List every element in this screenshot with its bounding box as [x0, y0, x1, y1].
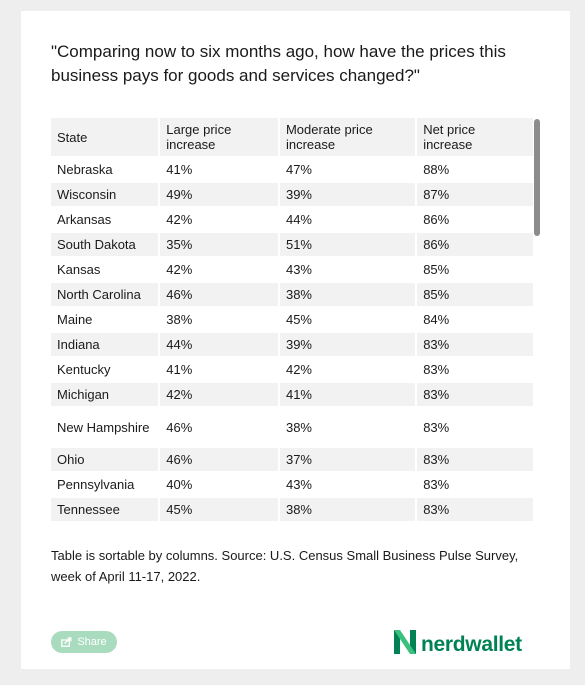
cell-state: Tennessee [51, 498, 161, 523]
cell-moderate: 38% [279, 498, 418, 523]
column-header-net-increase[interactable]: Net price increase [417, 118, 533, 158]
cell-state: Kentucky [51, 358, 161, 383]
cell-large: 49% [160, 183, 280, 208]
cell-moderate: 38% [279, 283, 418, 308]
cell-moderate: 45% [279, 308, 418, 333]
cell-large: 44% [160, 333, 280, 358]
cell-net: 85% [417, 258, 533, 283]
cell-moderate: 39% [279, 183, 418, 208]
price-change-table: State Large price increase Moderate pric… [51, 118, 533, 523]
table-row: Pennsylvania 40% 43% 83% [51, 473, 533, 498]
cell-moderate: 44% [279, 208, 418, 233]
table-row: Wisconsin 49% 39% 87% [51, 183, 533, 208]
table-scroll-area[interactable]: State Large price increase Moderate pric… [51, 118, 533, 527]
cell-moderate: 51% [279, 233, 418, 258]
nerdwallet-n-logo-icon [393, 629, 417, 660]
cell-moderate: 43% [279, 258, 418, 283]
table-row: Indiana 44% 39% 83% [51, 333, 533, 358]
cell-state: Maine [51, 308, 161, 333]
table-row: Maine 38% 45% 84% [51, 308, 533, 333]
cell-state: Wisconsin [51, 183, 161, 208]
cell-large: 46% [160, 408, 280, 448]
cell-net: 83% [417, 408, 533, 448]
cell-state: Indiana [51, 333, 161, 358]
cell-moderate: 38% [279, 408, 418, 448]
cell-net: 83% [417, 498, 533, 523]
cell-state: New Hampshire [51, 408, 161, 448]
cell-large: 38% [160, 308, 280, 333]
cell-moderate: 37% [279, 448, 418, 473]
cell-net: 85% [417, 283, 533, 308]
cell-moderate: 43% [279, 473, 418, 498]
table-row: South Dakota 35% 51% 86% [51, 233, 533, 258]
table-row: Kentucky 41% 42% 83% [51, 358, 533, 383]
cell-large: 46% [160, 448, 280, 473]
cell-state: North Carolina [51, 283, 161, 308]
nerdwallet-logo[interactable]: nerdwallet [393, 629, 522, 660]
table-row: North Carolina 46% 38% 85% [51, 283, 533, 308]
cell-state: Arkansas [51, 208, 161, 233]
cell-large: 42% [160, 208, 280, 233]
cell-large: 46% [160, 283, 280, 308]
cell-net: 83% [417, 333, 533, 358]
cell-net: 83% [417, 383, 533, 408]
cell-moderate: 47% [279, 158, 418, 183]
table-row: Tennessee 45% 38% 83% [51, 498, 533, 523]
cell-net: 86% [417, 208, 533, 233]
source-note: Table is sortable by columns. Source: U.… [51, 548, 519, 584]
table-row: Nebraska 41% 47% 88% [51, 158, 533, 183]
cell-moderate: 39% [279, 333, 418, 358]
cell-large: 42% [160, 258, 280, 283]
cell-state: Pennsylvania [51, 473, 161, 498]
cell-moderate: 42% [279, 358, 418, 383]
cell-net: 83% [417, 448, 533, 473]
table-row: Ohio 46% 37% 83% [51, 448, 533, 473]
cell-state: South Dakota [51, 233, 161, 258]
cell-net: 86% [417, 233, 533, 258]
question-title: "Comparing now to six months ago, how ha… [51, 42, 506, 85]
table-row: Kansas 42% 43% 85% [51, 258, 533, 283]
share-label: Share [77, 636, 107, 648]
share-icon [61, 637, 72, 647]
cell-large: 45% [160, 498, 280, 523]
cell-net: 84% [417, 308, 533, 333]
cell-net: 83% [417, 358, 533, 383]
column-header-moderate-increase[interactable]: Moderate price increase [279, 118, 418, 158]
table-row: Arkansas 42% 44% 86% [51, 208, 533, 233]
cell-large: 40% [160, 473, 280, 498]
cell-net: 83% [417, 473, 533, 498]
share-button[interactable]: Share [51, 631, 117, 653]
table-header-row: State Large price increase Moderate pric… [51, 118, 533, 158]
cell-state: Michigan [51, 383, 161, 408]
cell-moderate: 41% [279, 383, 418, 408]
cell-large: 41% [160, 158, 280, 183]
table-row: New Hampshire 46% 38% 83% [51, 408, 533, 448]
embed-card: "Comparing now to six months ago, how ha… [21, 11, 570, 669]
cell-large: 35% [160, 233, 280, 258]
column-header-state[interactable]: State [51, 118, 161, 158]
cell-net: 88% [417, 158, 533, 183]
logo-wordmark: nerdwallet [421, 632, 522, 656]
cell-large: 42% [160, 383, 280, 408]
cell-state: Kansas [51, 258, 161, 283]
table-scrollbar[interactable] [534, 119, 540, 236]
cell-state: Nebraska [51, 158, 161, 183]
cell-large: 41% [160, 358, 280, 383]
cell-net: 87% [417, 183, 533, 208]
column-header-large-increase[interactable]: Large price increase [160, 118, 280, 158]
cell-state: Ohio [51, 448, 161, 473]
table-row: Michigan 42% 41% 83% [51, 383, 533, 408]
